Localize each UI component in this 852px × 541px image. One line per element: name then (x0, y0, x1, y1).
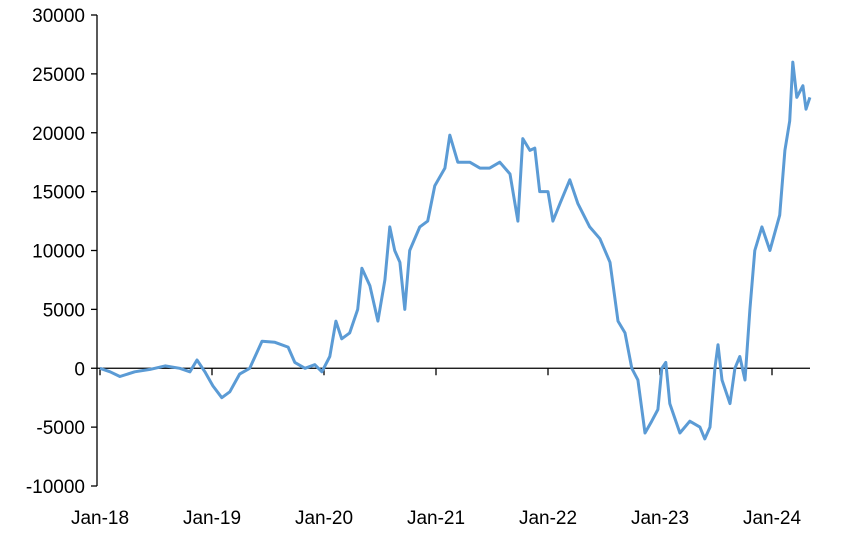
y-tick-label: 15000 (32, 183, 85, 204)
x-tick-label: Jan-23 (631, 508, 689, 529)
y-tick-label: 0 (74, 359, 85, 380)
x-tick-label: Jan-20 (295, 508, 353, 529)
y-tick-label: 30000 (32, 6, 85, 27)
x-axis: Jan-18 Jan-19 Jan-20 Jan-21 Jan-22 Jan-23 Jan-… (71, 367, 810, 529)
x-tick-label: Jan-21 (407, 508, 465, 529)
y-axis: -10000 -5000 0 5000 10000 15000 20000 25000 3000… (26, 6, 98, 498)
y-tick-label: -10000 (26, 477, 85, 498)
y-tick-label: 25000 (32, 65, 85, 86)
y-tick-label: 10000 (32, 242, 85, 263)
series-line (99, 60, 812, 441)
x-tick-label: Jan-22 (519, 508, 577, 529)
y-tick-label: 5000 (43, 300, 85, 321)
x-tick-label: Jan-18 (71, 508, 129, 529)
y-tick-label: 20000 (32, 124, 85, 145)
x-tick-label: Jan-19 (183, 508, 241, 529)
x-tick-label: Jan-24 (743, 508, 802, 529)
y-tick-label: -5000 (36, 418, 85, 439)
